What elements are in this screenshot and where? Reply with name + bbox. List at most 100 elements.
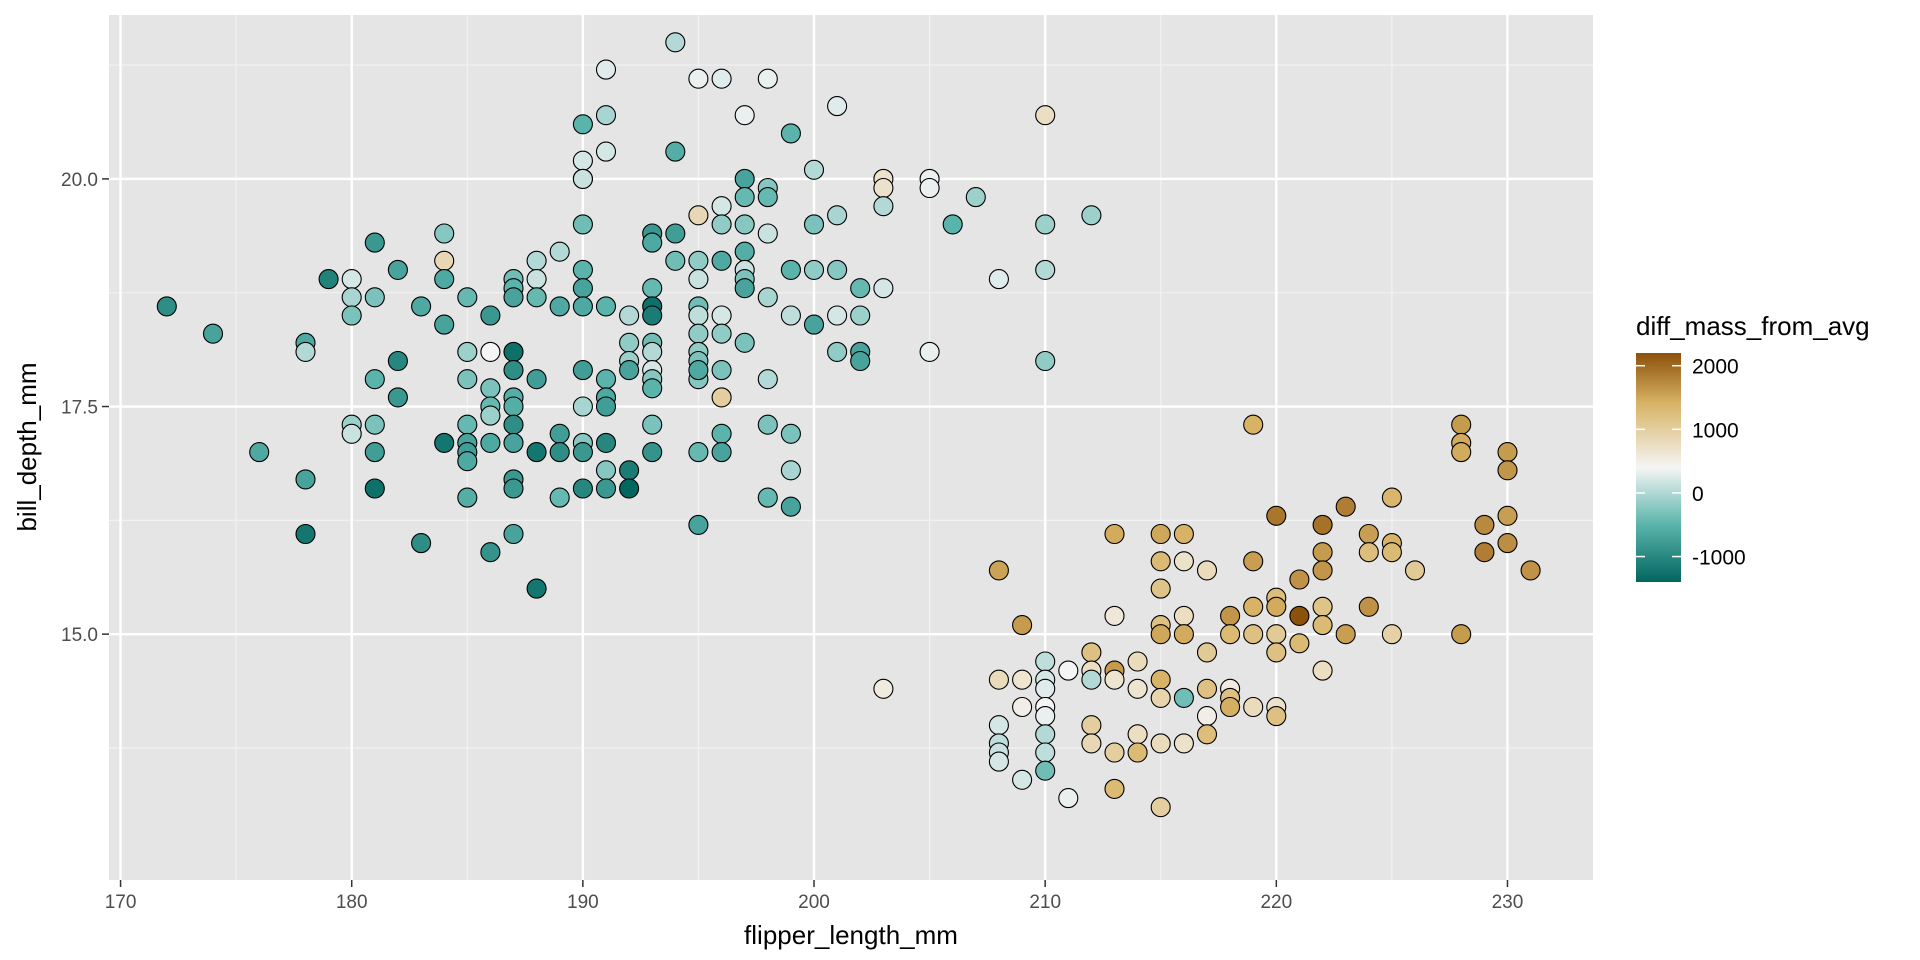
data-point (1035, 259, 1056, 280)
y-tick-label: 17.5 (61, 398, 98, 419)
data-point (1312, 560, 1333, 581)
data-point (711, 305, 732, 326)
data-point (457, 341, 478, 362)
data-point (457, 414, 478, 435)
data-point (1312, 615, 1333, 636)
data-point (711, 442, 732, 463)
data-point (1312, 514, 1333, 535)
data-point (803, 159, 825, 180)
data-point (434, 314, 455, 335)
data-point (711, 323, 732, 344)
data-point (1312, 542, 1333, 563)
data-point (1173, 605, 1194, 626)
data-point (873, 278, 894, 299)
data-point (642, 341, 663, 362)
data-point (1243, 414, 1264, 435)
data-point (549, 442, 570, 463)
data-point (1035, 742, 1056, 763)
data-point (642, 414, 663, 435)
data-point (1173, 523, 1194, 545)
data-point (595, 478, 617, 499)
data-point (688, 205, 709, 226)
data-point (480, 341, 501, 362)
data-point (757, 187, 778, 208)
data-point (619, 305, 640, 326)
data-point (1035, 724, 1056, 745)
data-point (988, 560, 1009, 581)
data-point (572, 214, 593, 235)
x-tick-label: 220 (1260, 892, 1292, 913)
data-point (1289, 633, 1310, 654)
data-point (526, 578, 547, 599)
data-point (572, 150, 593, 171)
data-point (619, 360, 640, 381)
data-point (1058, 660, 1079, 681)
data-point (1358, 523, 1379, 545)
data-point (526, 442, 547, 463)
legend-colorbar (1636, 353, 1681, 582)
data-point (364, 478, 385, 499)
data-point (364, 414, 385, 435)
data-point (295, 469, 316, 490)
data-point (1150, 624, 1171, 645)
data-point (1196, 560, 1218, 581)
data-point (780, 496, 801, 517)
data-point (526, 287, 547, 308)
data-point (595, 396, 617, 417)
data-point (480, 378, 501, 399)
data-point (503, 414, 524, 435)
data-point (642, 232, 663, 253)
data-point (757, 287, 778, 308)
data-point (1173, 733, 1194, 754)
data-point (434, 223, 455, 244)
data-point (619, 332, 640, 353)
data-point (549, 487, 570, 508)
data-point (341, 305, 362, 326)
data-point (526, 250, 547, 271)
data-point (827, 305, 848, 326)
data-point (1081, 715, 1102, 736)
data-point (434, 269, 455, 290)
data-point (1127, 724, 1148, 745)
data-point (1173, 687, 1194, 708)
y-tick-label: 20.0 (61, 170, 98, 191)
data-point (1266, 624, 1287, 645)
data-point (1520, 560, 1541, 581)
data-point (1150, 733, 1171, 754)
data-point (387, 387, 408, 408)
data-point (1497, 442, 1518, 463)
data-point (1173, 551, 1194, 572)
data-point (942, 214, 963, 235)
data-point (850, 278, 871, 299)
data-point (1381, 487, 1402, 508)
data-point (1104, 742, 1125, 763)
data-point (665, 223, 686, 244)
data-point (457, 451, 478, 472)
data-point (1104, 523, 1125, 545)
data-point (457, 487, 478, 508)
data-point (919, 341, 940, 362)
legend-label: 2000 (1692, 356, 1739, 379)
data-point (595, 141, 617, 162)
data-point (572, 278, 593, 299)
data-point (1150, 797, 1171, 818)
data-point (1081, 733, 1102, 754)
data-point (780, 460, 801, 481)
data-point (965, 187, 986, 208)
data-point (1243, 624, 1264, 645)
data-point (1243, 696, 1264, 718)
data-point (1451, 414, 1472, 435)
data-point (480, 305, 501, 326)
data-point (549, 241, 570, 262)
data-point (711, 423, 732, 444)
data-point (1474, 542, 1495, 563)
data-point (1196, 642, 1218, 663)
data-point (688, 323, 709, 344)
data-point (734, 187, 755, 208)
data-point (572, 168, 593, 189)
data-point (1196, 678, 1218, 699)
data-point (364, 287, 385, 308)
data-point (526, 369, 547, 390)
data-point (1474, 514, 1495, 535)
